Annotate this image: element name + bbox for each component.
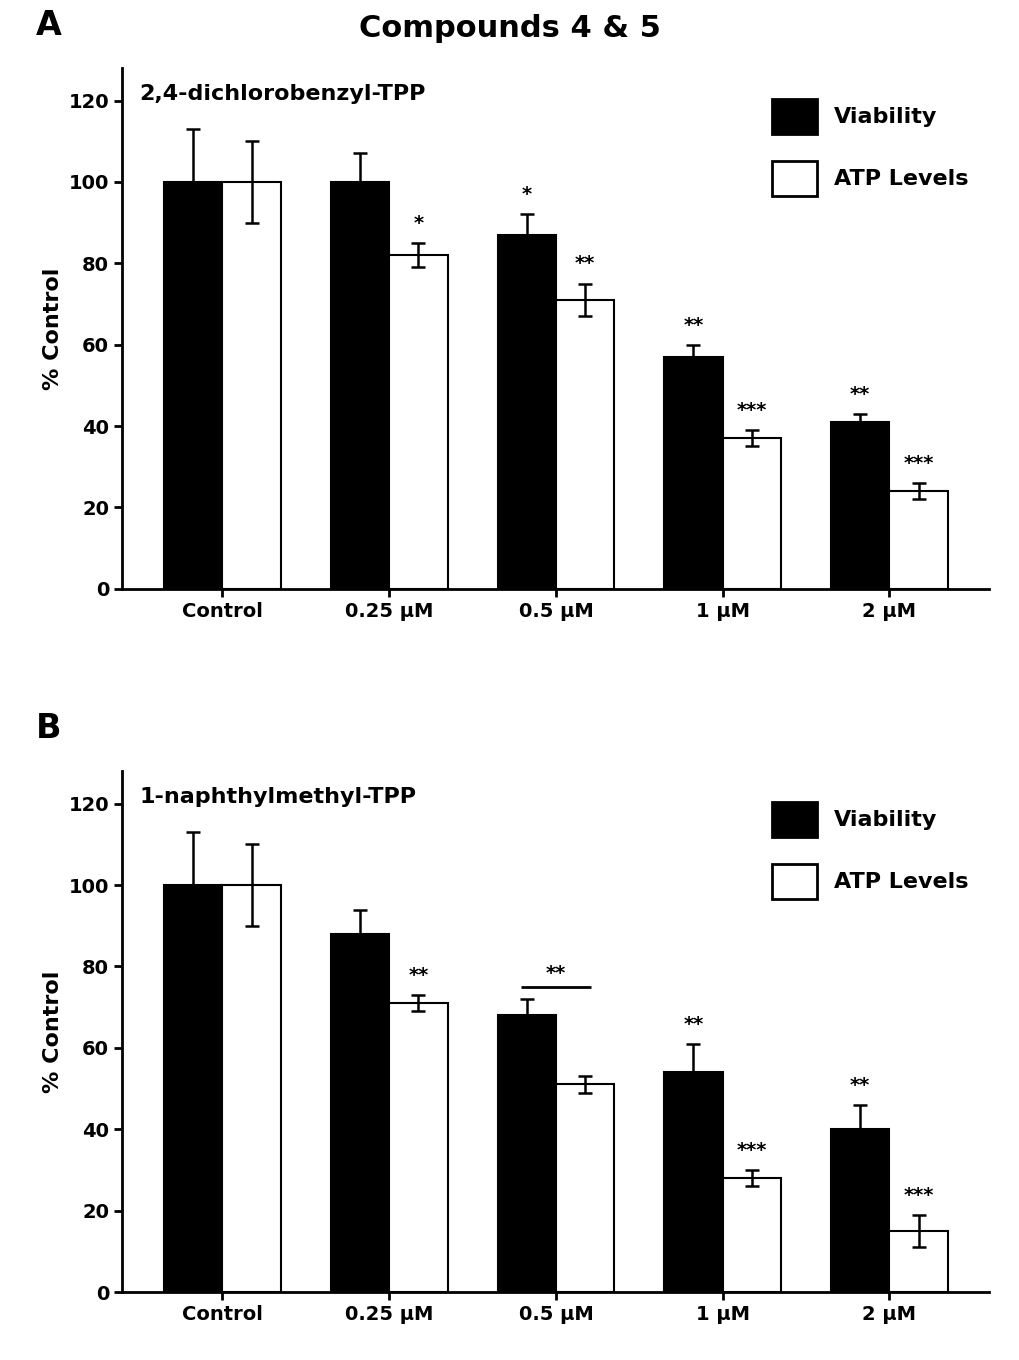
Bar [389,1004,447,1292]
Legend: Viability, ATP Levels: Viability, ATP Levels [760,792,978,910]
Bar [555,301,613,589]
Text: **: ** [408,966,428,985]
Y-axis label: % Control: % Control [43,267,63,389]
Bar [330,934,389,1292]
Bar [497,1016,555,1292]
Bar [663,356,721,589]
Text: ***: *** [903,454,932,473]
Text: *: * [413,214,423,233]
Bar [721,1178,781,1292]
Text: A: A [36,10,61,42]
Text: **: ** [683,1015,703,1034]
Text: 2,4-dichlorobenzyl-TPP: 2,4-dichlorobenzyl-TPP [140,83,426,103]
Bar [830,1129,889,1292]
Text: **: ** [545,964,566,983]
Text: **: ** [849,385,869,404]
Bar [889,1231,947,1292]
Bar [721,438,781,589]
Bar [497,235,555,589]
Y-axis label: % Control: % Control [43,971,63,1093]
Text: B: B [36,713,61,745]
Bar [389,256,447,589]
Bar [164,885,222,1292]
Bar [830,422,889,589]
Text: Compounds 4 & 5: Compounds 4 & 5 [359,14,660,42]
Legend: Viability, ATP Levels: Viability, ATP Levels [760,88,978,207]
Bar [222,885,280,1292]
Text: **: ** [575,254,595,273]
Bar [555,1084,613,1292]
Text: ***: *** [903,1186,932,1205]
Text: ***: *** [736,401,766,420]
Text: **: ** [849,1076,869,1095]
Bar [889,491,947,589]
Bar [330,182,389,589]
Text: 1-naphthylmethyl-TPP: 1-naphthylmethyl-TPP [140,787,417,806]
Text: **: ** [683,316,703,335]
Bar [164,182,222,589]
Text: *: * [521,185,531,204]
Text: ***: *** [736,1141,766,1160]
Bar [663,1072,721,1292]
Bar [222,182,280,589]
